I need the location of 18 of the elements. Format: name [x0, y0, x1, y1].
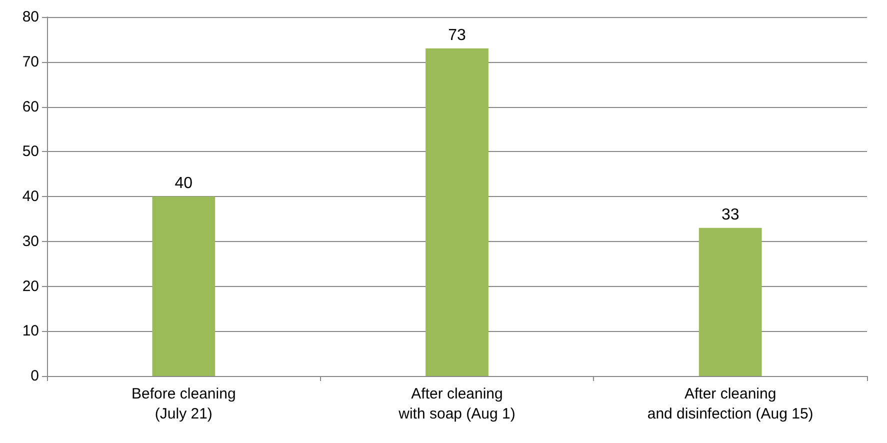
bar	[152, 196, 216, 376]
x-tick-label: After cleaning with soap (Aug 1)	[398, 386, 516, 422]
x-tick-label: Before cleaning (July 21)	[132, 386, 236, 422]
y-tick-label: 80	[22, 8, 39, 26]
y-tick-label: 10	[22, 322, 39, 340]
x-tick-label: After cleaning and disinfection (Aug 15)	[647, 386, 814, 422]
data-label: 73	[448, 26, 466, 44]
y-tick-label: 50	[22, 143, 39, 160]
data-label: 40	[174, 175, 193, 192]
bar	[426, 48, 488, 376]
y-tick-label: 60	[22, 98, 39, 116]
y-tick-label: 20	[22, 278, 39, 295]
bar	[698, 228, 762, 376]
y-tick-label: 40	[22, 188, 39, 205]
y-tick-label: 70	[22, 53, 39, 70]
y-tick-label: 30	[22, 232, 39, 250]
data-label: 33	[721, 206, 740, 224]
y-tick-label: 0	[30, 368, 39, 384]
